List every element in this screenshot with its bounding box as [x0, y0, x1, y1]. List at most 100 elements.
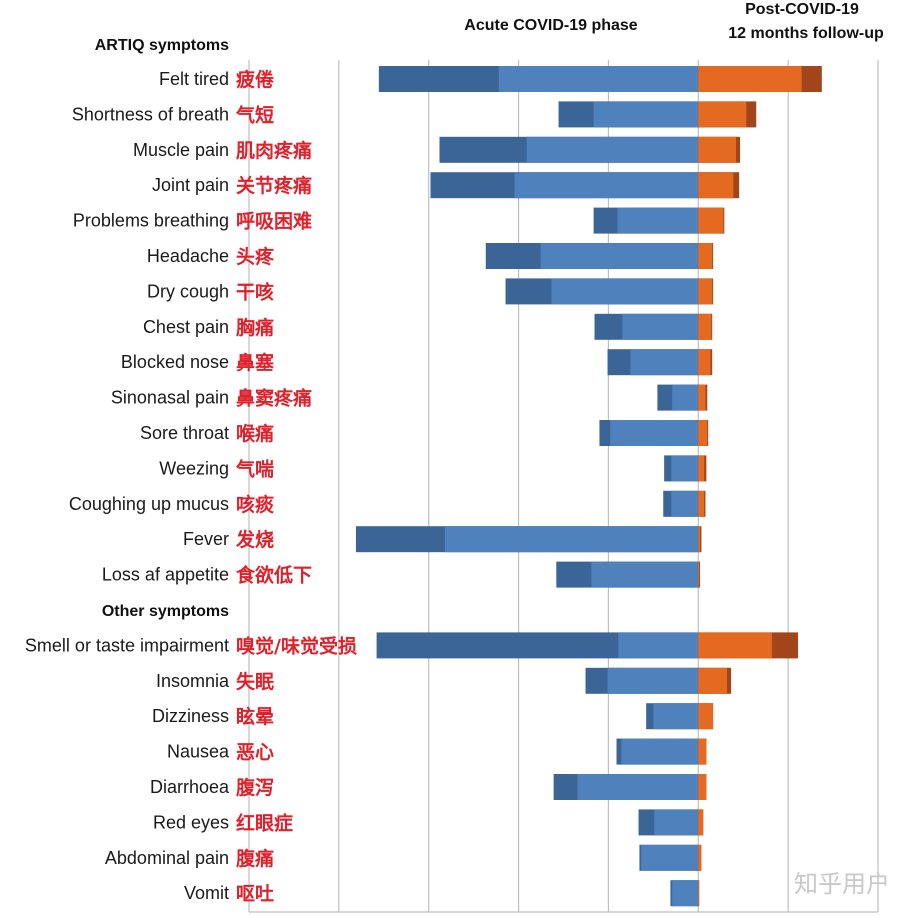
row-label-cn: 气喘 — [235, 457, 274, 480]
row-label-en: Coughing up mucus — [69, 494, 229, 514]
group-header: Other symptoms — [102, 603, 229, 620]
row-label-cn: 食欲低下 — [236, 564, 312, 587]
row-label-cn: 恶心 — [236, 742, 274, 764]
gridlines — [248, 60, 879, 913]
row-label-en: Problems breathing — [73, 211, 229, 231]
title-acute: Acute COVID-19 phase — [464, 17, 637, 34]
bar-post-light — [698, 101, 747, 128]
bar-acute-light — [618, 632, 699, 659]
row-label-cn: 腹泻 — [235, 776, 274, 799]
row-label-cn: 喉痛 — [236, 422, 274, 445]
bar-acute-light — [551, 278, 699, 305]
row-label-en: Loss af appetite — [102, 565, 229, 585]
bar-acute-light — [621, 738, 699, 765]
row-label-cn: 鼻窦疼痛 — [236, 387, 312, 410]
row-label-cn: 头疼 — [236, 245, 275, 268]
row-label-cn: 腹痛 — [235, 847, 274, 870]
bar-post-light — [698, 738, 707, 765]
bar-post-light — [698, 66, 802, 92]
row-label-en: Blocked nose — [121, 352, 229, 372]
row-label-en: Nausea — [167, 742, 230, 762]
bar-post-light — [698, 880, 700, 907]
bars — [355, 66, 822, 907]
title-post-line2: 12 months follow-up — [728, 25, 884, 42]
bar-acute-light — [671, 490, 699, 517]
bar-post-light — [698, 490, 705, 517]
bar-post-light — [698, 632, 772, 659]
row-label-cn: 鼻塞 — [236, 351, 275, 374]
row-label-cn: 嗅觉/味觉受损 — [236, 634, 357, 657]
bar-post-light — [698, 384, 706, 411]
row-label-en: Fever — [183, 529, 229, 549]
bar-post-light — [698, 561, 700, 588]
row-label-en: Weezing — [159, 458, 229, 478]
row-label-en: Dizziness — [152, 706, 229, 726]
row-label-cn: 呼吸困难 — [236, 210, 312, 233]
row-label-en: Sinonasal pain — [111, 388, 229, 408]
bar-acute-light — [672, 384, 699, 411]
row-label-en: Diarrhoea — [150, 777, 230, 797]
bar-acute-light — [610, 420, 699, 446]
row-label-cn: 眩晕 — [236, 705, 274, 728]
row-label-cn: 呕吐 — [236, 883, 274, 905]
bar-acute-light — [617, 207, 699, 234]
bar-post-light — [698, 207, 724, 234]
row-label-en: Red eyes — [153, 812, 229, 832]
row-label-en: Felt tired — [159, 69, 229, 89]
bar-acute-light — [593, 101, 699, 128]
row-label-en: Vomit — [184, 883, 229, 903]
bar-acute-light — [641, 844, 699, 871]
row-label-en: Dry cough — [147, 281, 229, 301]
bar-post-light — [698, 278, 713, 305]
bar-acute-light — [630, 349, 699, 376]
row-label-en: Muscle pain — [133, 140, 229, 160]
row-label-cn: 胸痛 — [236, 316, 274, 339]
row-label-en: Joint pain — [152, 175, 229, 195]
bar-post-light — [698, 667, 728, 694]
bar-acute-light — [526, 136, 699, 163]
row-label-en: Headache — [147, 246, 229, 266]
bar-acute-light — [540, 243, 699, 269]
bar-acute-light — [444, 526, 699, 553]
row-label-cn: 发烧 — [235, 528, 274, 551]
bar-acute-light — [591, 561, 699, 588]
row-label-en: Sore throat — [140, 423, 229, 443]
row-label-en: Smell or taste impairment — [25, 635, 229, 655]
bar-post-light — [698, 844, 702, 871]
row-label-cn: 关节疼痛 — [236, 174, 312, 197]
bar-acute-light — [654, 809, 699, 836]
bar-post-light — [698, 172, 734, 199]
bar-post-light — [698, 243, 713, 269]
bar-post-light — [698, 809, 704, 836]
group-header: ARTIQ symptoms — [95, 37, 229, 54]
bar-acute-light — [671, 455, 699, 482]
bar-acute-light — [622, 313, 699, 340]
row-label-cn: 疲倦 — [236, 68, 274, 91]
row-label-en: Abdominal pain — [105, 848, 229, 868]
row-label-cn: 肌肉疼痛 — [236, 139, 312, 162]
row-labels: ARTIQ symptoms Felt tired 疲倦 Shortness of b… — [25, 37, 357, 905]
row-label-en: Insomnia — [156, 671, 230, 691]
bar-post-light — [698, 136, 737, 163]
row-label-en: Shortness of breath — [72, 104, 229, 124]
row-label-cn: 咳痰 — [236, 493, 275, 516]
bar-acute-light — [577, 774, 699, 800]
bar-acute-light — [498, 66, 699, 92]
bar-post-light — [698, 774, 707, 800]
row-label-cn: 红眼症 — [236, 811, 293, 834]
bar-post-light — [698, 313, 712, 340]
bar-post-light — [698, 526, 701, 553]
bar-post-light — [698, 703, 714, 730]
bar-acute-light — [672, 880, 699, 907]
bar-post-light — [698, 420, 708, 446]
bar-post-light — [698, 455, 705, 482]
row-label-cn: 气短 — [235, 103, 274, 126]
watermark: 知乎用户 — [794, 870, 890, 898]
row-label-cn: 干咳 — [236, 280, 274, 303]
row-label-cn: 失眠 — [236, 670, 274, 693]
bar-acute-light — [607, 667, 699, 694]
bar-acute-light — [514, 172, 699, 199]
bar-post-light — [698, 349, 711, 376]
title-post-line1: Post-COVID-19 — [745, 1, 859, 18]
